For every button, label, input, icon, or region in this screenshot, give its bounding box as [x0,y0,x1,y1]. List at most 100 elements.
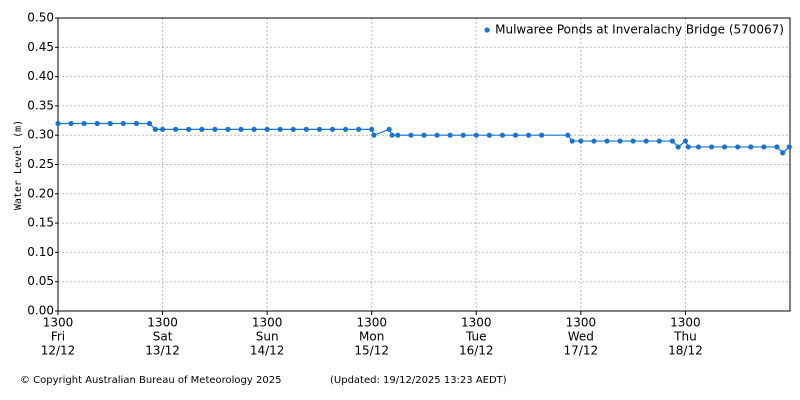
x-tick-label: 1300 [43,316,74,330]
data-point [708,144,715,150]
data-point [329,126,336,132]
data-point [656,138,662,144]
data-point [94,120,100,127]
data-point [342,126,349,132]
y-tick-label: 0.15 [27,216,54,230]
data-point [447,132,453,138]
data-point [604,138,610,144]
data-point [525,132,532,138]
data-point [186,126,192,132]
data-point [212,126,218,132]
legend-marker [484,27,490,33]
x-tick-label: Tue [465,330,487,344]
x-tick-label: 12/12 [41,344,76,358]
data-point [643,138,649,144]
y-tick-label: 0.05 [27,274,54,288]
data-point [159,126,166,132]
x-tick-label: Sat [153,330,173,344]
data-point [669,138,675,144]
data-point [146,120,153,127]
data-point [434,132,440,138]
data-point [199,126,205,132]
data-point [371,132,377,138]
data-point [303,126,309,132]
x-tick-label: 1300 [252,316,283,330]
data-point [173,126,179,132]
data-point [682,138,689,144]
x-tick-label: 13/12 [145,344,180,358]
data-point [512,132,519,138]
plot-frame [57,17,791,312]
data-point [55,120,61,127]
data-point [408,132,414,138]
x-tick-label: Sun [256,330,279,344]
x-tick-label: 17/12 [564,344,599,358]
data-point [722,144,728,150]
data-point [685,144,691,150]
data-point [316,126,323,132]
y-axis-label: Water Level (m) [13,120,24,210]
data-point [617,138,623,144]
x-tick-label: 1300 [566,316,597,330]
x-tick-label: 15/12 [354,344,389,358]
data-point [499,132,506,138]
x-tick-label: 16/12 [459,344,494,358]
data-point [133,120,140,127]
data-point [565,132,571,138]
data-point [251,126,257,132]
data-point [68,120,74,127]
data-point [369,126,375,132]
data-point [290,126,296,132]
data-point [780,150,786,156]
data-point [356,126,362,132]
data-point [578,138,584,144]
data-point [761,144,767,150]
data-point [735,144,741,150]
x-tick-label: Thu [673,330,697,344]
data-point [539,132,545,138]
x-tick-label: 1300 [147,316,178,330]
y-tick-label: 0.45 [27,40,54,54]
data-point [120,120,126,127]
x-tick-label: 18/12 [668,344,703,358]
data-point [786,144,792,150]
data-point [630,138,636,144]
data-point [486,132,492,138]
y-tick-label: 0.50 [27,11,54,25]
data-point [421,132,427,138]
updated: (Updated: 19/12/2025 13:23 AEDT) [330,375,507,386]
data-point [152,126,158,132]
data-point [695,144,702,150]
data-point [460,132,466,138]
data-point [264,126,270,132]
data-point [473,132,479,138]
y-tick-label: 0.25 [27,157,54,171]
data-point [277,126,283,132]
y-tick-label: 0.00 [27,304,54,318]
x-tick-label: 1300 [461,316,492,330]
copyright: © Copyright Australian Bureau of Meteoro… [20,375,281,386]
data-point [748,144,754,150]
x-tick-label: 1300 [356,316,387,330]
y-tick-label: 0.20 [27,186,54,200]
y-tick-label: 0.40 [27,69,54,83]
data-point [774,144,780,150]
y-tick-label: 0.10 [27,245,54,259]
x-tick-label: Wed [568,330,594,344]
data-point [386,126,392,132]
x-tick-label: 1300 [670,316,701,330]
data-point [395,132,401,138]
y-tick-label: 0.30 [27,128,54,142]
y-tick-label: 0.35 [27,98,54,112]
data-point [675,144,681,150]
data-point [225,126,231,132]
x-tick-label: 14/12 [250,344,285,358]
data-point [81,120,87,127]
data-point [238,126,244,132]
x-tick-label: Mon [359,330,384,344]
data-point [389,132,395,138]
data-point [107,120,113,127]
legend-label: Mulwaree Ponds at Inveralachy Bridge (57… [495,23,784,37]
data-point [569,138,575,144]
